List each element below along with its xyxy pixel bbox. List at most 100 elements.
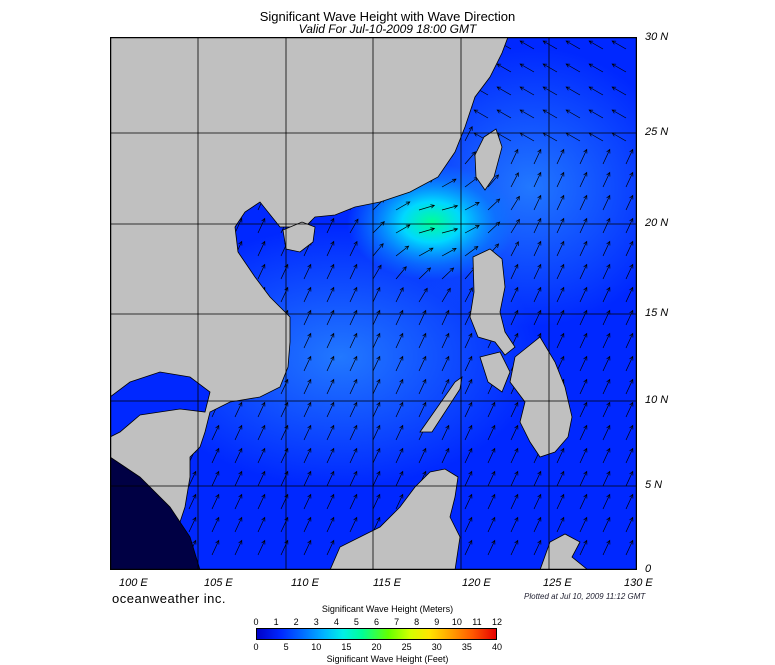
wave-arrow-head (377, 264, 382, 270)
wave-arrow (464, 287, 473, 303)
wave-arrow (234, 218, 243, 234)
wave-arrow (280, 264, 289, 280)
wave-arrow (625, 379, 634, 395)
meter-tick-label: 2 (293, 617, 299, 627)
wave-arrow (372, 379, 381, 395)
wave-arrow-head (473, 109, 479, 114)
wave-arrow-head (519, 86, 525, 91)
wave-arrow-head (514, 493, 519, 499)
wave-arrow-head (215, 470, 220, 476)
wave-arrow (510, 219, 520, 234)
wave-arrow (303, 540, 312, 556)
wave-arrow-head (588, 86, 594, 91)
wave-arrow (349, 287, 358, 303)
wave-arrow-head (468, 126, 473, 131)
wave-arrow-head (307, 355, 312, 361)
wave-arrow (579, 494, 588, 510)
wave-arrow (533, 195, 542, 211)
wave-arrow (234, 425, 243, 441)
wave-arrow (464, 225, 480, 234)
wave-arrow-head (330, 447, 335, 453)
wave-arrow (625, 356, 634, 372)
wave-arrow-head (353, 493, 358, 499)
wave-arrow (625, 287, 634, 303)
wave-arrow-head (261, 493, 266, 499)
wave-arrow (625, 471, 634, 487)
wave-arrow (257, 402, 266, 418)
wave-arrow-head (496, 109, 502, 114)
wave-arrow (372, 494, 381, 510)
wave-arrow-head (514, 516, 519, 522)
wave-arrow (533, 517, 542, 533)
wave-arrow-head (537, 309, 542, 315)
wave-arrow (372, 425, 381, 441)
wave-arrow (579, 241, 588, 257)
wave-arrow-head (606, 240, 611, 246)
wave-arrow-head (330, 516, 335, 522)
wave-arrow (510, 310, 519, 326)
wave-arrow (280, 379, 289, 395)
wave-arrow (418, 310, 427, 326)
wave-arrow-head (537, 493, 542, 499)
lat-label-5n: 5 N (645, 479, 663, 491)
wave-arrow-head (376, 447, 381, 453)
wave-arrow (303, 425, 312, 441)
wave-arrow (625, 517, 634, 533)
wave-arrow (395, 379, 404, 395)
wave-arrow-head (353, 332, 358, 338)
wave-arrow-head (560, 355, 565, 361)
wave-arrow (496, 132, 512, 142)
wave-arrow (602, 195, 611, 211)
wave-arrow (211, 517, 220, 533)
wave-arrow (418, 228, 435, 234)
wave-arrow-head (565, 109, 571, 114)
wave-arrow (510, 264, 519, 280)
wave-arrow-head (399, 378, 404, 384)
wave-arrow (487, 448, 496, 464)
wave-arrow (579, 172, 588, 188)
wave-arrow (602, 379, 611, 395)
wave-arrow (395, 310, 404, 326)
wave-arrow (326, 356, 335, 372)
wave-arrow-head (399, 424, 404, 430)
wave-arrow (510, 241, 519, 257)
wave-arrow-head (629, 470, 634, 476)
wave-arrow (542, 40, 558, 50)
wave-arrow-head (453, 227, 459, 232)
wave-arrow (395, 224, 411, 234)
visayas-islands (479, 351, 511, 393)
wave-arrow (602, 425, 611, 441)
wave-arrow-head (376, 355, 381, 361)
wave-arrow (519, 40, 535, 50)
wave-arrow-head (261, 401, 266, 407)
lon-label-100e: 100 E (119, 577, 148, 589)
wave-arrow (211, 471, 220, 487)
wave-arrow (257, 517, 266, 533)
wave-arrow (602, 310, 611, 326)
wave-arrow-head (583, 401, 588, 407)
wave-arrow-head (405, 201, 411, 206)
wave-arrow (303, 471, 312, 487)
wave-arrow (441, 379, 450, 395)
wave-arrow-head (588, 109, 594, 114)
wave-arrow-head (491, 516, 496, 522)
wave-arrow (487, 174, 499, 188)
wave-arrow (464, 246, 479, 257)
wave-arrow (579, 149, 588, 165)
wave-arrow (464, 177, 478, 188)
wave-arrow-head (491, 493, 496, 499)
wave-arrow-head (519, 63, 525, 68)
wave-arrow (579, 333, 588, 349)
wave-arrow (326, 471, 335, 487)
wave-arrow-head (629, 424, 634, 430)
wave-arrow-head (491, 447, 496, 453)
wave-arrow (441, 333, 450, 349)
wave-arrow (588, 86, 604, 96)
wave-arrow (464, 517, 473, 533)
wave-arrow-head (491, 424, 496, 430)
wave-arrow (234, 402, 243, 418)
wave-arrow-head (330, 286, 335, 292)
wave-arrow (625, 540, 634, 556)
wave-arrow-head (588, 63, 594, 68)
wave-arrow-head (537, 217, 542, 223)
